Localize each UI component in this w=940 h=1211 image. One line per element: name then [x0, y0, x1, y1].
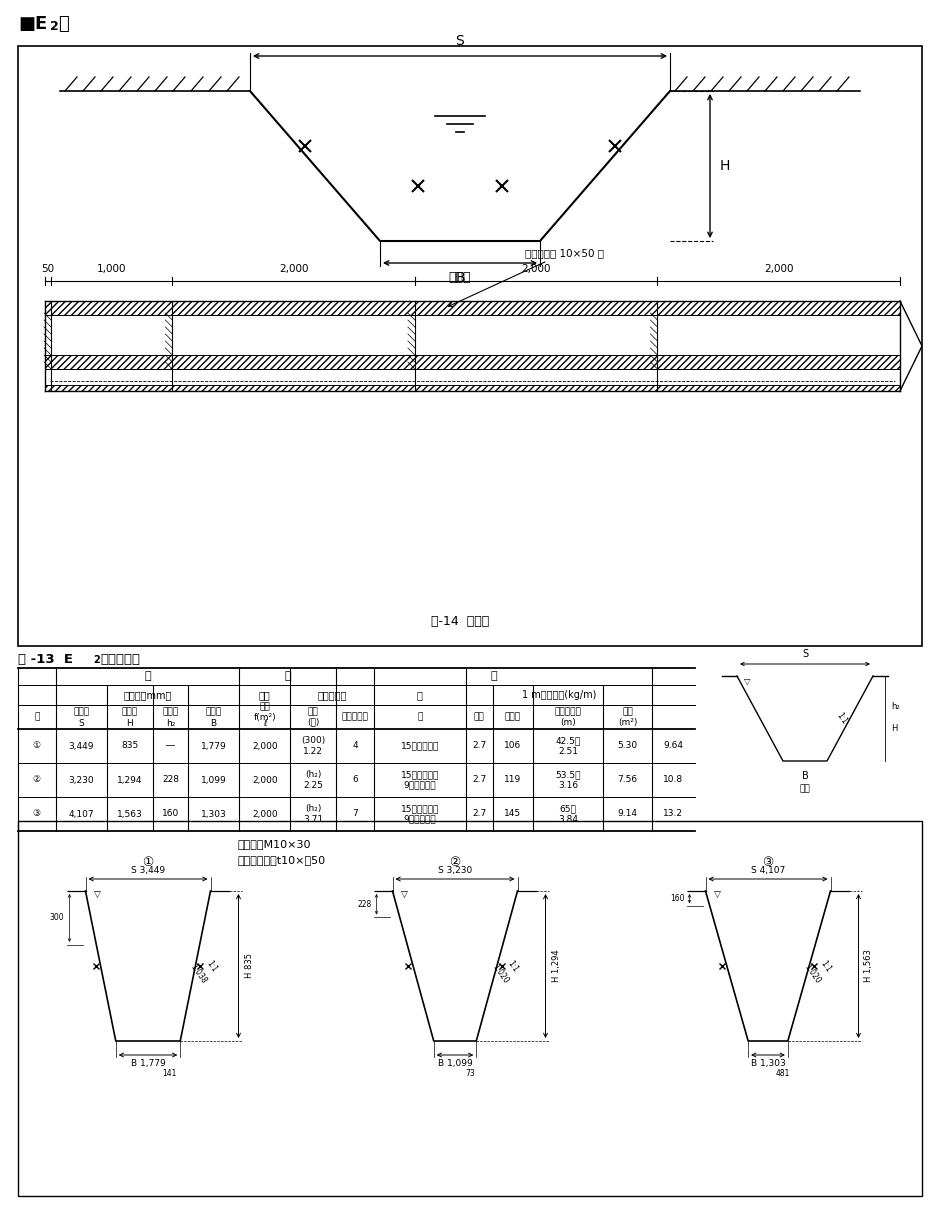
- Text: h₂: h₂: [165, 718, 175, 728]
- Text: ②: ②: [33, 775, 41, 785]
- Text: S: S: [456, 34, 464, 48]
- Text: 1,000: 1,000: [97, 264, 127, 274]
- Text: 42.5本
2.51: 42.5本 2.51: [556, 736, 581, 756]
- Text: 設: 設: [144, 672, 150, 682]
- Text: 106: 106: [505, 741, 522, 751]
- Text: 228: 228: [357, 900, 371, 908]
- Text: 計: 計: [285, 672, 291, 682]
- Text: 塗装
(m²): 塗装 (m²): [618, 707, 637, 727]
- Text: 形の使用例: 形の使用例: [100, 653, 140, 666]
- Text: B: B: [802, 771, 808, 781]
- Text: 7.56: 7.56: [618, 775, 637, 785]
- Text: セクション: セクション: [342, 712, 368, 722]
- Text: 1 m当り質量(kg/m): 1 m当り質量(kg/m): [522, 690, 596, 700]
- Text: 敷　幅: 敷 幅: [163, 707, 179, 717]
- Text: ボルト: ボルト: [505, 712, 521, 722]
- Text: ①: ①: [142, 856, 153, 869]
- Text: 2,000: 2,000: [279, 264, 308, 274]
- Text: 表 -13  E: 表 -13 E: [18, 653, 73, 666]
- Text: 300: 300: [50, 913, 65, 923]
- Text: S: S: [802, 649, 808, 659]
- Text: (300)
1.22: (300) 1.22: [301, 736, 325, 756]
- Text: ①: ①: [33, 741, 41, 751]
- Text: 2,000: 2,000: [522, 264, 551, 274]
- Text: 2: 2: [50, 21, 58, 33]
- Text: 2.7: 2.7: [472, 741, 486, 751]
- Text: ℓ: ℓ: [263, 718, 267, 728]
- Text: 1,563: 1,563: [118, 809, 143, 819]
- Text: H 1,563: H 1,563: [865, 949, 873, 982]
- Text: ③: ③: [33, 809, 41, 819]
- Text: 1:1: 1:1: [506, 958, 520, 974]
- Text: 1:1: 1:1: [204, 958, 219, 974]
- Text: 6: 6: [352, 775, 358, 785]
- Text: 15山シート３
9山シート４: 15山シート３ 9山シート４: [400, 804, 439, 823]
- Text: B: B: [455, 271, 464, 285]
- Text: S 3,230: S 3,230: [438, 866, 472, 876]
- Text: 65本
3.84: 65本 3.84: [558, 804, 578, 823]
- Text: 5.30: 5.30: [618, 741, 637, 751]
- Text: 3,449: 3,449: [69, 741, 94, 751]
- Text: B 1,303: B 1,303: [751, 1058, 786, 1068]
- Text: 1,099: 1,099: [200, 775, 227, 785]
- Text: 2,000: 2,000: [252, 775, 277, 785]
- Text: 1:1: 1:1: [818, 958, 833, 974]
- Text: ▽: ▽: [714, 890, 721, 900]
- Text: 2.7: 2.7: [472, 775, 486, 785]
- Text: スパン: スパン: [73, 707, 89, 717]
- Text: 1,779: 1,779: [200, 741, 227, 751]
- Text: 160: 160: [670, 894, 684, 903]
- Text: (h₂)
2.25: (h₂) 2.25: [304, 770, 323, 790]
- Text: 1,303: 1,303: [200, 809, 227, 819]
- Text: S 3,449: S 3,449: [131, 866, 165, 876]
- Text: 2,000: 2,000: [252, 809, 277, 819]
- Text: 板: 板: [417, 690, 423, 700]
- Text: B 1,779: B 1,779: [131, 1058, 165, 1068]
- Text: 図-14  一般図: 図-14 一般図: [431, 615, 489, 629]
- Text: 15山シート２
9山シート４: 15山シート２ 9山シート４: [400, 770, 439, 790]
- Text: ▽: ▽: [401, 890, 408, 900]
- Text: 1,038: 1,038: [189, 963, 209, 986]
- Text: S 4,107: S 4,107: [751, 866, 785, 876]
- Text: パッキング：t10×幅50: パッキング：t10×幅50: [238, 855, 326, 865]
- Text: 形: 形: [58, 15, 69, 33]
- Text: (h₂)
3.71: (h₂) 3.71: [304, 804, 323, 823]
- Text: 1,020: 1,020: [490, 963, 509, 986]
- Text: 160: 160: [162, 809, 179, 819]
- Text: 例: 例: [491, 672, 497, 682]
- Text: 3,230: 3,230: [69, 775, 94, 785]
- Text: シート詳細: シート詳細: [318, 690, 347, 700]
- Text: ▽: ▽: [94, 890, 101, 900]
- Text: 敷幅: 敷幅: [800, 784, 810, 793]
- Text: 寸　法（mm）: 寸 法（mm）: [123, 690, 172, 700]
- Text: H: H: [720, 159, 730, 173]
- Text: B 1,099: B 1,099: [438, 1058, 473, 1068]
- Text: ▽: ▽: [744, 677, 750, 685]
- Text: 9.14: 9.14: [618, 809, 637, 819]
- Text: 4: 4: [352, 741, 358, 751]
- Text: 側面図: 側面図: [448, 271, 471, 285]
- Text: h₂: h₂: [891, 702, 900, 711]
- Text: 73: 73: [465, 1069, 476, 1078]
- Text: 2,000: 2,000: [252, 741, 277, 751]
- Text: 1,294: 1,294: [118, 775, 143, 785]
- Bar: [45, 302, 900, 315]
- Text: 断面
f(m²): 断面 f(m²): [254, 702, 276, 722]
- Text: 50: 50: [41, 264, 55, 274]
- Text: B: B: [211, 718, 216, 728]
- Text: 9.64: 9.64: [664, 741, 683, 751]
- Text: 本体: 本体: [474, 712, 485, 722]
- Text: 119: 119: [505, 775, 522, 785]
- Text: 15山シート４: 15山シート４: [400, 741, 439, 751]
- Text: ②: ②: [449, 856, 461, 869]
- Text: H: H: [127, 718, 133, 728]
- Bar: [18, 46, 922, 645]
- Text: 通水: 通水: [258, 690, 271, 700]
- Text: 例: 例: [34, 712, 39, 722]
- Text: 7: 7: [352, 809, 358, 819]
- Text: 10.8: 10.8: [664, 775, 683, 785]
- Text: 有効長: 有効長: [206, 707, 222, 717]
- Text: ―: ―: [165, 741, 175, 751]
- Text: 高　さ: 高 さ: [122, 707, 138, 717]
- Text: 2.7: 2.7: [472, 809, 486, 819]
